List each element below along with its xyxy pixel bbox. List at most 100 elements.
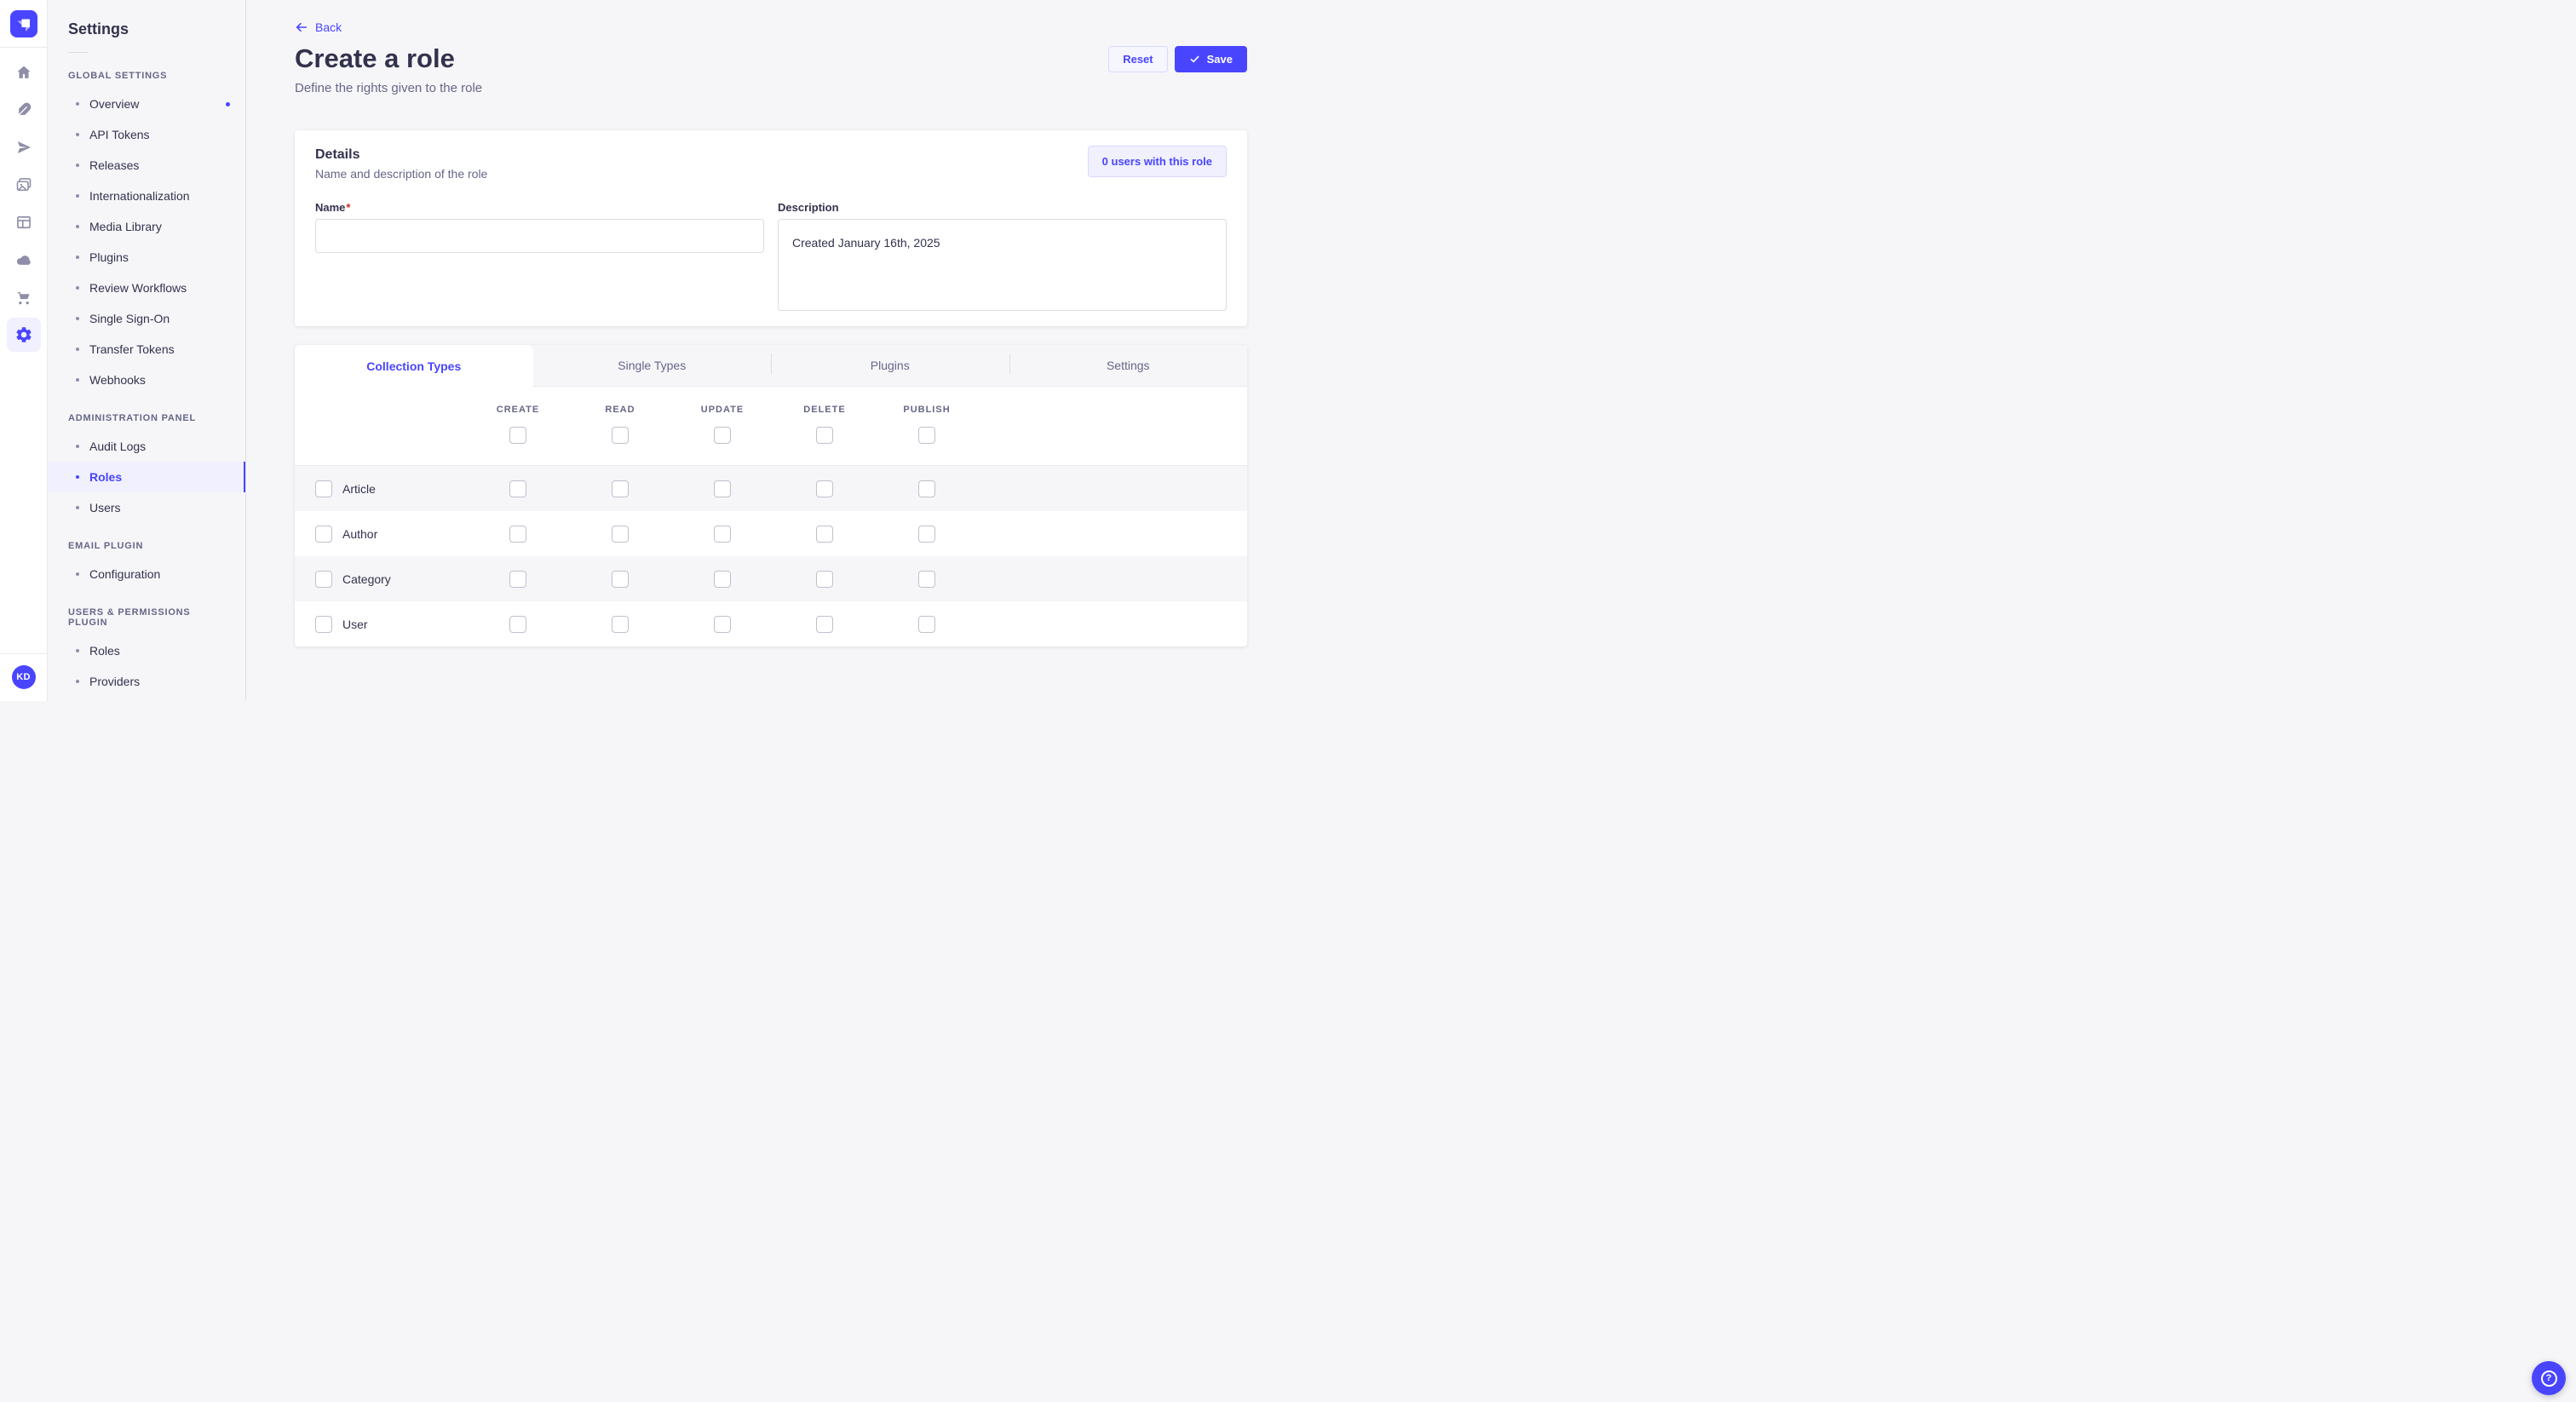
sidebar-item-overview[interactable]: Overview <box>48 89 245 119</box>
help-button[interactable] <box>2532 1361 2566 1395</box>
user-read-checkbox[interactable] <box>612 615 629 633</box>
tab-plugins[interactable]: Plugins <box>771 345 1009 387</box>
user-avatar[interactable]: KD <box>11 665 36 689</box>
author-create-checkbox[interactable] <box>509 525 526 543</box>
sidebar-item-configuration[interactable]: Configuration <box>48 559 245 589</box>
bullet-icon <box>76 102 79 106</box>
tab-collection-types[interactable]: Collection Types <box>295 345 533 387</box>
sidebar-divider <box>68 52 89 53</box>
sidebar-item-plugins[interactable]: Plugins <box>48 242 245 273</box>
gear-icon[interactable] <box>6 318 41 352</box>
select-all-create-checkbox[interactable] <box>509 427 526 444</box>
category-delete-checkbox[interactable] <box>816 570 833 588</box>
sidebar-item-users[interactable]: Users <box>48 492 245 523</box>
rail-divider <box>0 47 47 48</box>
select-all-delete-checkbox[interactable] <box>816 427 833 444</box>
back-link[interactable]: Back <box>295 20 342 34</box>
question-mark-icon <box>2540 1370 2557 1387</box>
bullet-icon <box>76 225 79 228</box>
category-publish-checkbox[interactable] <box>918 570 935 588</box>
user-update-checkbox[interactable] <box>714 615 731 633</box>
strapi-logo[interactable] <box>9 10 37 37</box>
select-all-update-checkbox[interactable] <box>714 427 731 444</box>
feather-icon[interactable] <box>15 101 32 118</box>
check-icon <box>1190 55 1199 63</box>
rail-icon-nav <box>6 64 41 352</box>
user-create-checkbox[interactable] <box>509 615 526 633</box>
sidebar-item-label: Media Library <box>89 220 162 233</box>
media-library-icon[interactable] <box>15 176 32 193</box>
page-title: Create a role <box>295 43 455 73</box>
sidebar-item-media-library[interactable]: Media Library <box>48 211 245 242</box>
sidebar-item-internationalization[interactable]: Internationalization <box>48 181 245 211</box>
reset-button[interactable]: Reset <box>1108 46 1168 72</box>
header-actions: Reset Save <box>1108 46 1247 72</box>
settings-sidebar: Settings GLOBAL SETTINGS Overview API To… <box>48 0 246 701</box>
layout-icon[interactable] <box>15 214 32 231</box>
sidebar-item-label: Review Workflows <box>89 281 187 295</box>
paper-plane-icon[interactable] <box>15 139 32 156</box>
bullet-icon <box>76 680 79 683</box>
required-asterisk: * <box>346 201 351 214</box>
author-update-checkbox[interactable] <box>714 525 731 543</box>
description-label: Description <box>778 201 839 214</box>
column-labels-row: CREATE READ UPDATE DELETE PUBLISH <box>295 405 1247 415</box>
notification-dot <box>226 101 230 106</box>
users-with-role-button[interactable]: 0 users with this role <box>1087 146 1227 177</box>
row-select-checkbox[interactable] <box>315 525 332 543</box>
sidebar-item-transfer-tokens[interactable]: Transfer Tokens <box>48 334 245 365</box>
select-all-read-checkbox[interactable] <box>612 427 629 444</box>
name-input[interactable] <box>315 219 764 253</box>
home-icon[interactable] <box>15 64 32 81</box>
save-button[interactable]: Save <box>1174 46 1247 72</box>
sidebar-item-audit-logs[interactable]: Audit Logs <box>48 431 245 462</box>
author-delete-checkbox[interactable] <box>816 525 833 543</box>
sidebar-item-label: Users <box>89 501 121 514</box>
user-publish-checkbox[interactable] <box>918 615 935 633</box>
author-publish-checkbox[interactable] <box>918 525 935 543</box>
tab-single-types[interactable]: Single Types <box>532 345 771 387</box>
category-create-checkbox[interactable] <box>509 570 526 588</box>
category-read-checkbox[interactable] <box>612 570 629 588</box>
bullet-icon <box>76 475 79 479</box>
back-label: Back <box>315 20 342 34</box>
author-read-checkbox[interactable] <box>612 525 629 543</box>
sidebar-item-providers[interactable]: Providers <box>48 666 245 697</box>
row-label: Category <box>342 572 391 586</box>
cloud-icon[interactable] <box>15 251 32 268</box>
sidebar-item-api-tokens[interactable]: API Tokens <box>48 119 245 150</box>
article-read-checkbox[interactable] <box>612 480 629 497</box>
select-all-publish-checkbox[interactable] <box>918 427 935 444</box>
category-update-checkbox[interactable] <box>714 570 731 588</box>
row-select-checkbox[interactable] <box>315 615 332 633</box>
sidebar-item-webhooks[interactable]: Webhooks <box>48 365 245 395</box>
article-create-checkbox[interactable] <box>509 480 526 497</box>
row-select-checkbox[interactable] <box>315 480 332 497</box>
article-update-checkbox[interactable] <box>714 480 731 497</box>
description-textarea[interactable]: Created January 16th, 2025 <box>778 219 1227 311</box>
bullet-icon <box>76 378 79 382</box>
section-label-users-permissions-plugin: USERS & PERMISSIONS PLUGIN <box>68 607 191 628</box>
sidebar-item-roles[interactable]: Roles <box>48 462 245 492</box>
sidebar-item-up-roles[interactable]: Roles <box>48 635 245 666</box>
name-field-group: Name* <box>315 201 764 315</box>
bullet-icon <box>76 256 79 259</box>
row-select-checkbox[interactable] <box>315 570 332 588</box>
article-publish-checkbox[interactable] <box>918 480 935 497</box>
name-label: Name* <box>315 201 351 214</box>
column-label-delete: DELETE <box>803 405 846 415</box>
tab-settings[interactable]: Settings <box>1009 345 1247 387</box>
cart-icon[interactable] <box>15 289 32 306</box>
section-label-global-settings: GLOBAL SETTINGS <box>68 71 168 81</box>
sidebar-item-releases[interactable]: Releases <box>48 150 245 181</box>
user-delete-checkbox[interactable] <box>816 615 833 633</box>
strapi-logo-icon <box>17 19 30 32</box>
page-header: Create a role Define the rights given to… <box>295 43 1247 95</box>
column-label-update: UPDATE <box>700 405 745 415</box>
sidebar-item-single-sign-on[interactable]: Single Sign-On <box>48 303 245 334</box>
article-delete-checkbox[interactable] <box>816 480 833 497</box>
sidebar-item-label: Transfer Tokens <box>89 342 175 356</box>
sidebar-item-review-workflows[interactable]: Review Workflows <box>48 273 245 303</box>
bullet-icon <box>76 164 79 167</box>
sidebar-item-label: Single Sign-On <box>89 312 170 325</box>
